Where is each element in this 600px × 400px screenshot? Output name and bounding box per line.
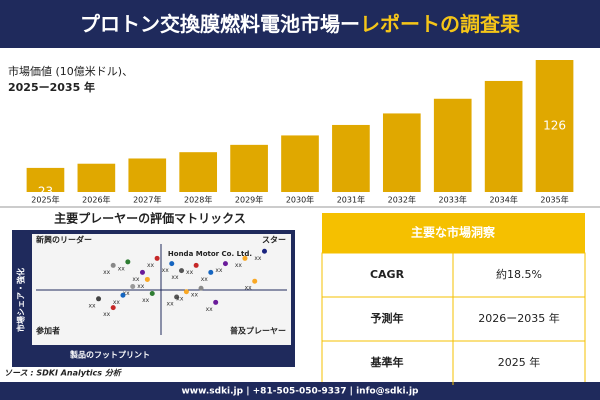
point-label: xx	[235, 262, 243, 269]
x-tick-label: 2032年	[388, 195, 416, 205]
point-label: xx	[103, 311, 111, 318]
bar	[179, 152, 218, 192]
point	[261, 248, 267, 254]
point-label: xx	[206, 306, 214, 313]
x-tick-label: 2026年	[82, 195, 110, 205]
point-label: xx	[118, 265, 126, 272]
bar	[382, 113, 421, 192]
point	[213, 299, 219, 305]
point	[144, 276, 150, 282]
point-label: xx	[113, 299, 121, 306]
title-main: プロトン交換膜燃料電池市場ー	[80, 12, 360, 36]
point	[208, 269, 214, 275]
bar-subtitle: 2025ー2035 年	[8, 80, 95, 94]
x-axis-label: 製品のフットプリント	[69, 350, 150, 360]
point-label: xx	[191, 292, 199, 299]
x-tick-label: 2029年	[235, 195, 263, 205]
point	[139, 269, 145, 275]
point-label: xx	[132, 276, 140, 283]
point	[154, 255, 160, 261]
bar	[484, 80, 523, 192]
point	[96, 296, 102, 302]
point	[110, 262, 116, 268]
point	[130, 283, 136, 289]
point-label: xx	[167, 301, 175, 308]
point-label: xx	[201, 276, 209, 283]
annotation: Honda Motor Co. Ltd.	[168, 250, 252, 258]
point	[149, 291, 155, 297]
header-title: プロトン交換膜燃料電池市場ーレポートの調査果	[80, 12, 520, 36]
y-axis-label: 市場シェア・強化	[16, 268, 26, 332]
x-tick-label: 2035年	[540, 195, 568, 205]
point-label: xx	[186, 269, 194, 276]
point	[222, 261, 228, 267]
point	[174, 294, 180, 300]
point	[242, 255, 248, 261]
point-label: xx	[147, 262, 155, 269]
point-label: xx	[123, 290, 131, 297]
table-title: 主要な市場洞察	[411, 225, 496, 240]
point	[252, 278, 258, 284]
point	[183, 289, 189, 295]
x-tick-label: 2033年	[439, 195, 467, 205]
x-tick-label: 2034年	[489, 195, 517, 205]
source: ソース : SDKI Analytics 分析	[4, 369, 123, 378]
point	[125, 259, 131, 265]
point-label: xx	[245, 285, 253, 292]
bar	[332, 124, 370, 192]
x-tick-label: 2031年	[337, 195, 365, 205]
x-tick-label: 2030年	[286, 195, 314, 205]
x-tick-label: 2025年	[31, 195, 59, 205]
row-label: 予測年	[371, 311, 404, 325]
point-label: xx	[137, 283, 145, 290]
header-bar	[0, 0, 600, 48]
row-label: 基準年	[370, 355, 404, 369]
point	[110, 305, 116, 311]
title-accent: レポートの調査果	[360, 12, 520, 36]
quadrant-label: 参加者	[35, 326, 60, 336]
matrix-title: 主要プレーヤーの評価マトリックス	[54, 211, 246, 226]
table-header	[322, 213, 585, 253]
bar	[281, 135, 319, 192]
point-label: xx	[254, 255, 262, 262]
bar	[77, 163, 116, 192]
quadrant-label: スター	[262, 235, 286, 245]
row-label: CAGR	[370, 268, 405, 281]
point-label: xx	[171, 274, 179, 281]
footer: www.sdki.jp | +81-505-050-9337 | info@sd…	[181, 387, 419, 397]
point-label: xx	[103, 269, 111, 276]
row-value: 2025 年	[498, 355, 541, 369]
row-value: 2026ー2035 年	[478, 311, 560, 325]
bar	[535, 60, 574, 192]
point	[120, 292, 126, 298]
footer-bar	[0, 382, 600, 400]
quadrant-label: 普及プレーヤー	[230, 326, 286, 336]
bar	[230, 144, 268, 192]
point	[193, 262, 199, 268]
bar	[128, 158, 167, 192]
bar-subtitle: 市場価値 (10億米ドル)、	[8, 64, 133, 78]
data-label: 23	[38, 184, 53, 198]
point-label: xx	[176, 295, 184, 302]
x-tick-label: 2028年	[184, 195, 212, 205]
point-label: xx	[88, 302, 96, 309]
point-label: xx	[162, 267, 170, 274]
bar	[26, 167, 65, 192]
point-label: xx	[142, 297, 150, 304]
x-tick-label: 2027年	[133, 195, 161, 205]
bar	[433, 98, 472, 192]
point	[179, 268, 185, 274]
row-value: 約18.5%	[496, 267, 542, 281]
point-label: xx	[215, 267, 223, 274]
point	[198, 285, 204, 291]
quadrant-label: 新興のリーダー	[36, 235, 92, 245]
data-label: 126	[543, 119, 566, 133]
point	[169, 261, 175, 267]
